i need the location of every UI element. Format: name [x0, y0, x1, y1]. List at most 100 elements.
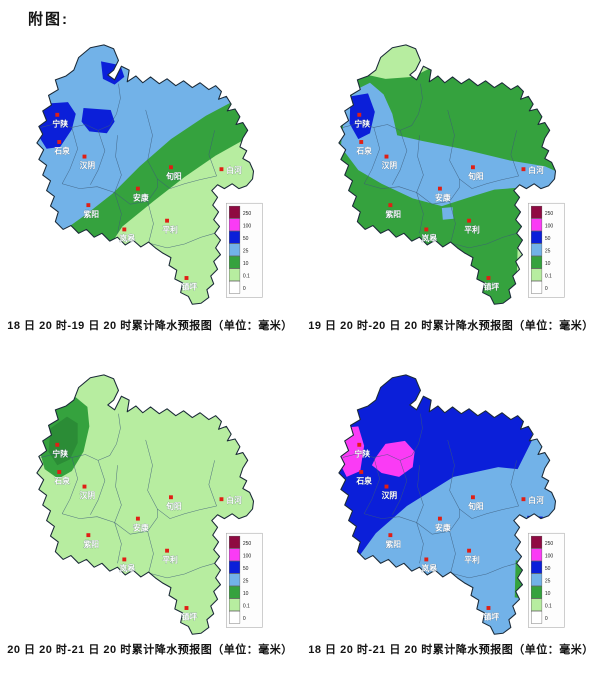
city-label: 岚皋 [119, 563, 135, 573]
legend-swatch [531, 611, 543, 624]
city-label: 旬阳 [165, 501, 182, 511]
city-dot [467, 548, 471, 553]
legend: 250 100 50 25 10 0.1 0 [226, 532, 263, 628]
legend-swatch [229, 586, 241, 599]
legend-swatch [531, 535, 543, 549]
legend-value: 100 [545, 553, 554, 559]
city-dot [471, 495, 475, 500]
legend-swatch [229, 256, 241, 269]
map-caption-3: 20 日 20 时-21 日 20 时累计降水预报图（单位：毫米） [7, 644, 293, 656]
city-dot [486, 606, 491, 610]
city-label: 镇坪 [182, 282, 198, 292]
legend-swatch [531, 561, 543, 574]
city-dot [55, 442, 60, 447]
legend-value: 250 [243, 541, 252, 547]
city-dot [122, 227, 127, 232]
legend-value: 25 [243, 248, 249, 254]
map-caption-2: 19 日 20 时-20 日 20 时累计降水预报图（单位：毫米） [308, 320, 594, 332]
city-label: 宁陕 [52, 118, 68, 128]
city-label: 汉阴 [382, 160, 398, 170]
county-borders [40, 413, 217, 579]
legend-value: 50 [243, 236, 249, 242]
city-dot [165, 218, 169, 223]
legend-swatch [229, 535, 241, 549]
city-label: 镇坪 [484, 282, 500, 292]
city-label: 旬阳 [467, 171, 484, 181]
city-dot [86, 533, 91, 538]
city-label: 平利 [162, 554, 178, 564]
legend-value: 50 [545, 566, 551, 572]
city-dot [86, 203, 91, 208]
city-dot [122, 557, 127, 562]
region-outline [36, 374, 255, 635]
city-label: 宁陕 [52, 448, 68, 458]
county-borders [40, 83, 217, 249]
legend-swatch [229, 218, 241, 231]
legend-swatch [229, 573, 241, 586]
legend-swatch [531, 548, 543, 561]
city-dot [219, 167, 224, 172]
city-label: 镇坪 [484, 612, 500, 622]
city-label: 紫阳 [386, 209, 402, 219]
city-dot [424, 557, 429, 562]
legend-value: 25 [545, 248, 551, 254]
city-dot [388, 203, 393, 208]
legend: 250 100 50 25 10 0.1 0 [226, 202, 263, 298]
legend-value: 25 [545, 578, 551, 584]
city-dot [388, 533, 393, 538]
city-dot [55, 112, 60, 117]
city-label: 紫阳 [84, 209, 100, 219]
city-label: 旬阳 [467, 501, 484, 511]
city-dot [82, 154, 87, 159]
county-borders [342, 413, 519, 579]
city-dot [357, 442, 362, 447]
city-dot [184, 606, 189, 610]
city-label: 安康 [133, 522, 149, 532]
legend-swatch [229, 205, 241, 219]
legend-value: 25 [243, 578, 249, 584]
city-label: 石泉 [53, 476, 70, 486]
legend-swatch [229, 243, 241, 256]
city-dot [135, 516, 140, 521]
city-label: 白河 [226, 495, 242, 505]
legend-value: 0.1 [545, 274, 552, 280]
legend-value: 0 [545, 286, 548, 292]
city-label: 石泉 [53, 146, 70, 156]
city-label: 岚皋 [421, 233, 437, 243]
city-label: 汉阴 [80, 160, 96, 170]
legend-swatch [531, 268, 543, 281]
city-label: 紫阳 [386, 539, 402, 549]
city-dot [135, 186, 140, 191]
city-label: 岚皋 [119, 233, 135, 243]
city-dot [521, 167, 526, 172]
city-label: 旬阳 [165, 171, 182, 181]
city-label: 安康 [133, 192, 149, 202]
legend-value: 100 [545, 223, 554, 229]
legend-swatch [531, 256, 543, 269]
city-label: 岚皋 [421, 563, 437, 573]
legend-swatch [531, 243, 543, 256]
legend-swatch [229, 611, 241, 624]
legend-swatch [229, 548, 241, 561]
city-label: 平利 [464, 554, 480, 564]
page-title: 附图: [28, 11, 69, 28]
city-dot [384, 154, 389, 159]
legend-value: 0 [243, 616, 246, 622]
city-label: 平利 [464, 224, 480, 234]
legend-value: 0.1 [243, 604, 250, 610]
city-dot [467, 218, 471, 223]
city-dot [184, 276, 189, 280]
city-label: 石泉 [355, 146, 372, 156]
legend-swatch [531, 586, 543, 599]
legend-value: 0.1 [243, 274, 250, 280]
legend-value: 0 [545, 616, 548, 622]
map-figure-4: 宁陕 石泉 汉阴 紫阳 安康 旬阳 白河 岚皋 平利 镇坪 250 100 50 25 10 0.1 0 [314, 370, 594, 642]
city-dot [359, 140, 364, 144]
legend-value: 10 [243, 591, 249, 597]
